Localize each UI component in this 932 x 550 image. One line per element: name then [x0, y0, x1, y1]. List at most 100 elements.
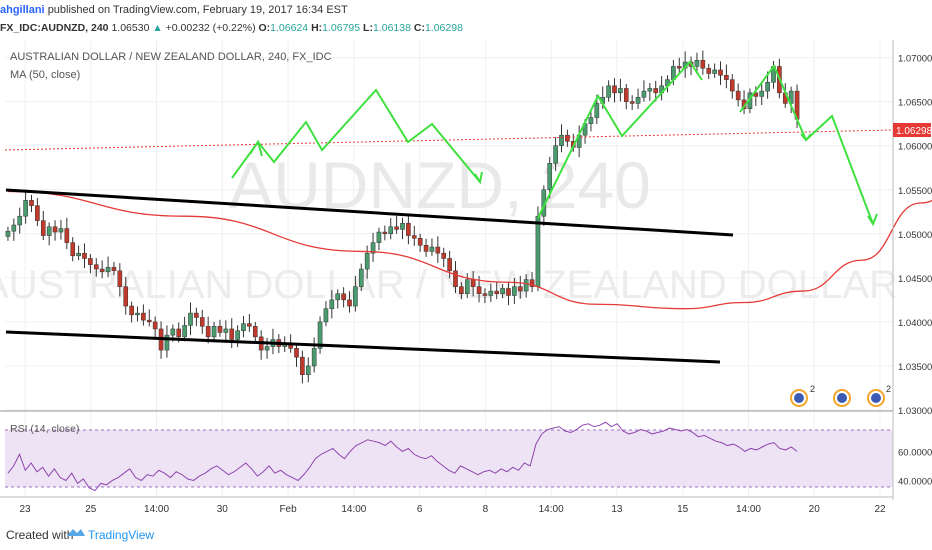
- flag-icon[interactable]: [794, 393, 804, 403]
- candle-body: [459, 286, 464, 294]
- last-price-tag-text: 1.06298: [896, 126, 932, 137]
- candle-body: [706, 67, 712, 74]
- candle-body: [229, 328, 235, 340]
- candle-body: [46, 226, 52, 236]
- candle-body: [376, 231, 382, 243]
- candle-body: [676, 66, 682, 69]
- candle-body: [88, 258, 93, 265]
- rsi-legend: RSI (14, close): [10, 423, 79, 435]
- chart-header: ahgillani published on TradingView.com, …: [0, 0, 932, 40]
- author-line: ahgillani published on TradingView.com, …: [0, 4, 348, 16]
- rsi-tick-label: 40.0000: [898, 476, 932, 487]
- candle-body: [300, 356, 305, 376]
- author-link[interactable]: ahgillani: [0, 4, 45, 16]
- ma-line: [7, 190, 932, 310]
- watermark-symbol: AUDNZD, 240: [229, 148, 651, 222]
- candle-body: [35, 205, 40, 221]
- candle-body: [712, 69, 717, 74]
- candle-body: [217, 326, 223, 333]
- candle-body: [146, 319, 152, 323]
- price-tick-label: 1.03500: [898, 362, 932, 373]
- chart-title: AUSTRALIAN DOLLAR / NEW ZEALAND DOLLAR, …: [10, 51, 332, 63]
- arrowhead: [474, 171, 483, 185]
- candle-body: [76, 252, 81, 257]
- candle-body: [11, 224, 17, 232]
- candle-body: [641, 90, 647, 98]
- candle-body: [370, 242, 376, 254]
- candle-body: [406, 222, 411, 236]
- time-tick-label: 14:00: [341, 504, 366, 515]
- candle-body: [618, 88, 623, 94]
- candle-body: [311, 348, 317, 367]
- event-count: 2: [886, 384, 891, 394]
- candle-body: [329, 299, 335, 309]
- candle-body: [759, 90, 765, 97]
- candle-body: [506, 288, 511, 296]
- channel-lines: [5, 188, 734, 364]
- chart-area[interactable]: AUDNZD, 240 AUSTRALIAN DOLLAR / NEW ZEAL…: [0, 40, 932, 520]
- close-label: C:: [413, 22, 425, 34]
- time-tick-label: 25: [85, 504, 97, 515]
- candle-body: [494, 290, 500, 294]
- candle-body: [700, 60, 706, 69]
- tradingview-brand[interactable]: TradingView: [88, 528, 155, 542]
- high-label: H:: [311, 22, 323, 34]
- candle-body: [211, 326, 217, 338]
- candle-body: [635, 97, 641, 104]
- candle-body: [453, 270, 458, 287]
- candle-body: [205, 326, 211, 338]
- projection-arrows: [231, 60, 878, 227]
- zigzag-1: [231, 88, 481, 183]
- candle-body: [623, 88, 629, 102]
- change-value: +0.00232 (+0.22%): [165, 22, 256, 34]
- candle-body: [29, 200, 34, 206]
- candle-body: [99, 268, 105, 272]
- created-with-text: Created with: [6, 528, 74, 542]
- candle-body: [123, 286, 129, 307]
- event-icons[interactable]: 2 2: [790, 384, 891, 407]
- candle-body: [400, 222, 405, 230]
- candle-body: [364, 252, 370, 270]
- price-tick-label: 1.04000: [898, 318, 932, 329]
- candle-body: [353, 286, 358, 307]
- candle-body: [612, 85, 617, 94]
- tradingview-logo-icon: [67, 529, 85, 536]
- channel-top-line: [5, 188, 734, 237]
- candle-body: [606, 85, 611, 98]
- candle-body: [729, 79, 735, 92]
- last-price-tag: [893, 123, 931, 137]
- last-price-line: [4, 129, 894, 151]
- time-axis[interactable]: 23 25 14:00 30 Feb 14:00 6 8 14:00 13 15 14:00 20 22: [19, 504, 886, 515]
- time-tick-label: 15: [677, 504, 689, 515]
- candle-body: [411, 235, 417, 239]
- time-tick-label: 8: [483, 504, 489, 515]
- arrowhead: [800, 133, 812, 142]
- candle-body: [347, 299, 352, 307]
- price-axis[interactable]: 1.07000 1.06500 1.06000 1.05500 1.05000 1.045…: [898, 54, 932, 417]
- rsi-axis[interactable]: 60.0000 40.0000: [898, 447, 932, 487]
- price-tick-label: 1.05000: [898, 230, 932, 241]
- channel-bottom-line: [5, 330, 721, 364]
- candle-body: [724, 74, 729, 80]
- candle-body: [394, 226, 399, 230]
- candle-body: [141, 312, 146, 321]
- candle-body: [17, 215, 23, 226]
- flag-icon[interactable]: [837, 393, 847, 403]
- rsi-tick-label: 60.0000: [898, 447, 932, 458]
- candle-body: [535, 215, 541, 287]
- time-tick-label: 6: [417, 504, 423, 515]
- candle-body: [164, 334, 170, 351]
- time-tick-label: 13: [611, 504, 623, 515]
- rsi-line: [7, 421, 798, 492]
- candle-body: [429, 246, 435, 252]
- time-tick-label: 30: [217, 504, 229, 515]
- flag-icon[interactable]: [871, 393, 881, 403]
- candle-body: [529, 279, 535, 287]
- candle-body: [476, 286, 482, 294]
- candle-body: [294, 348, 299, 358]
- candle-body: [129, 305, 134, 316]
- candle-body: [517, 286, 523, 292]
- ohlc-line: FX_IDC:AUDNZD, 240 1.06530 ▲ +0.00232 (+…: [0, 22, 463, 34]
- time-tick-label: 14:00: [736, 504, 761, 515]
- up-arrow-icon: ▲: [152, 22, 163, 34]
